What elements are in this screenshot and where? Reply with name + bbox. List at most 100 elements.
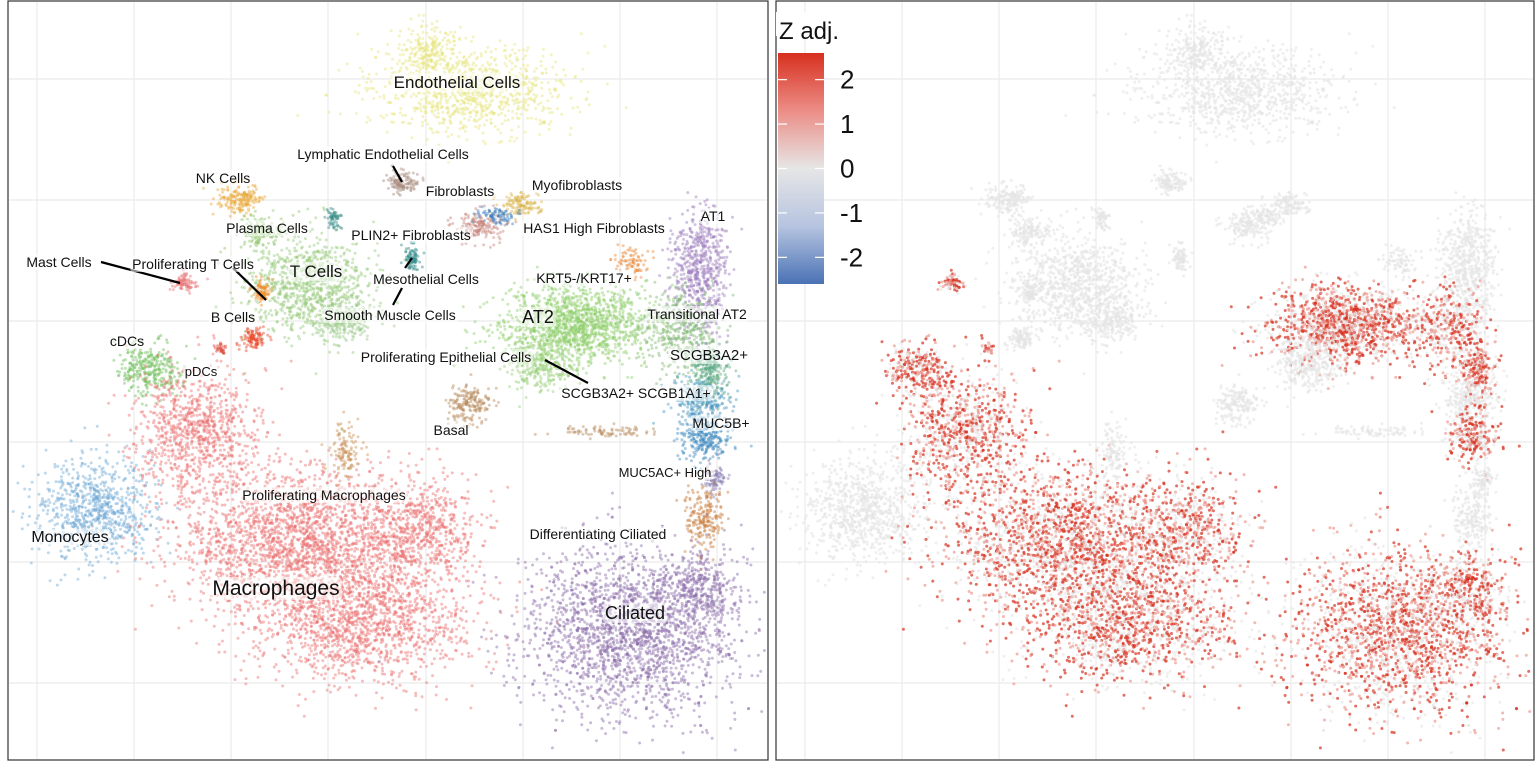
point (441, 110, 445, 114)
point (535, 67, 539, 70)
point (179, 491, 183, 495)
point (447, 68, 451, 72)
point (281, 317, 285, 321)
point (81, 451, 85, 455)
point (547, 122, 551, 126)
point (64, 459, 68, 463)
point (376, 50, 380, 54)
point (288, 252, 292, 256)
point (499, 131, 503, 135)
point (522, 80, 526, 84)
point (420, 42, 424, 45)
point (239, 417, 243, 421)
point (348, 249, 352, 253)
point (280, 281, 284, 285)
point (415, 69, 419, 73)
point (230, 209, 234, 213)
point (338, 334, 341, 338)
point (115, 552, 119, 556)
point (104, 472, 108, 476)
point (272, 242, 276, 246)
point (523, 130, 527, 134)
point (389, 101, 393, 105)
point (56, 497, 60, 501)
point (73, 494, 77, 498)
point (179, 286, 183, 290)
point (143, 527, 147, 531)
point (348, 274, 352, 278)
point (193, 357, 197, 361)
point (231, 297, 234, 301)
point (149, 350, 153, 354)
point (218, 393, 222, 397)
point (480, 110, 484, 114)
point (309, 309, 313, 313)
point (385, 130, 389, 134)
point (486, 61, 489, 64)
point (283, 258, 287, 262)
point (154, 501, 158, 505)
point (448, 95, 452, 99)
point (209, 202, 213, 206)
point (481, 109, 484, 112)
point (535, 206, 538, 210)
point (516, 195, 520, 199)
point (440, 45, 444, 49)
point (398, 53, 402, 57)
point (541, 105, 545, 109)
point (153, 373, 157, 376)
point (276, 280, 280, 284)
point (390, 120, 393, 124)
point (333, 302, 337, 306)
point (366, 267, 370, 271)
point (425, 67, 429, 71)
point (484, 50, 488, 54)
point (171, 484, 175, 488)
point (485, 107, 489, 111)
point (280, 275, 284, 279)
point (548, 111, 552, 115)
point (516, 211, 520, 215)
point (167, 449, 171, 453)
point (308, 245, 312, 248)
point (516, 98, 519, 101)
point (291, 213, 295, 217)
point (81, 501, 85, 505)
point (473, 100, 477, 103)
point (186, 401, 190, 405)
point (174, 466, 178, 470)
point (268, 299, 272, 303)
point (535, 93, 539, 97)
point (153, 355, 157, 359)
point (229, 206, 233, 210)
point (144, 510, 148, 513)
point (116, 496, 120, 500)
point (417, 57, 421, 60)
point (269, 338, 273, 342)
point (501, 96, 505, 100)
point (362, 323, 366, 327)
point (568, 133, 572, 137)
point (259, 317, 263, 321)
point (116, 510, 119, 514)
point (126, 548, 130, 552)
point (560, 112, 564, 116)
point (71, 515, 74, 519)
point (418, 47, 422, 51)
point (419, 102, 422, 106)
point (253, 433, 257, 437)
point (88, 477, 92, 480)
point (449, 216, 453, 220)
point (90, 524, 94, 528)
point (475, 102, 479, 106)
point (324, 238, 328, 242)
point (348, 301, 351, 305)
point (498, 231, 502, 234)
point (416, 43, 420, 47)
point (165, 473, 169, 477)
point (134, 545, 138, 549)
point (197, 343, 201, 347)
point (111, 487, 115, 491)
point (385, 113, 388, 117)
point (554, 60, 558, 64)
